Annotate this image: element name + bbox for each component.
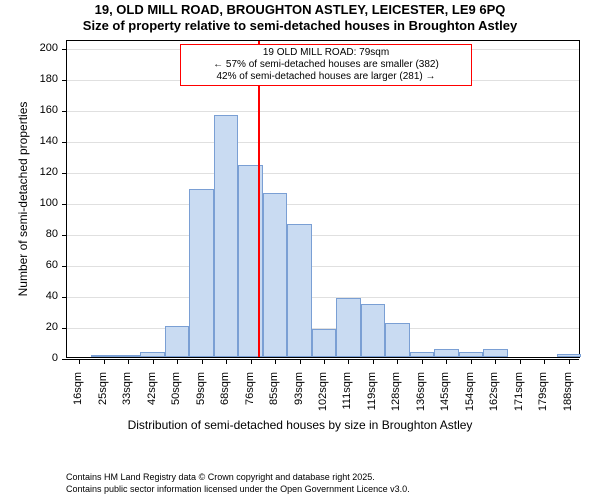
histogram-bar (336, 298, 360, 357)
callout-line: 42% of semi-detached houses are larger (… (181, 71, 471, 83)
chart-plot-area: 19 OLD MILL ROAD: 79sqm← 57% of semi-det… (66, 40, 580, 358)
x-tick-label: 68sqm (219, 372, 231, 472)
attribution-line-1: Contains HM Land Registry data © Crown c… (66, 472, 375, 482)
x-tick-mark (422, 359, 423, 364)
x-tick-label: 93sqm (293, 372, 305, 472)
x-axis-line (67, 359, 579, 360)
x-tick-mark (495, 359, 496, 364)
histogram-bar (263, 193, 287, 357)
histogram-bar (312, 329, 336, 357)
x-tick-mark (397, 359, 398, 364)
y-tick-label: 40 (46, 290, 58, 302)
histogram-bar (410, 352, 434, 357)
x-tick-mark (104, 359, 105, 364)
x-tick-mark (79, 359, 80, 364)
x-tick-mark (202, 359, 203, 364)
histogram-bar (434, 349, 458, 357)
x-tick-mark (569, 359, 570, 364)
histogram-bar (557, 354, 581, 357)
title-line-1: 19, OLD MILL ROAD, BROUGHTON ASTLEY, LEI… (0, 2, 600, 17)
x-tick-label: 128sqm (390, 372, 402, 472)
x-tick-label: 76sqm (244, 372, 256, 472)
x-tick-mark (324, 359, 325, 364)
histogram-bar (483, 349, 507, 357)
x-tick-label: 16sqm (72, 372, 84, 472)
y-tick-label: 100 (40, 197, 58, 209)
x-tick-label: 162sqm (488, 372, 500, 472)
x-tick-label: 50sqm (170, 372, 182, 472)
x-tick-mark (275, 359, 276, 364)
histogram-bar (140, 352, 164, 357)
x-tick-mark (300, 359, 301, 364)
x-tick-mark (520, 359, 521, 364)
y-axis-title: Number of semi-detached properties (16, 40, 30, 358)
x-tick-mark (177, 359, 178, 364)
y-tick-label: 160 (40, 104, 58, 116)
y-tick-label: 140 (40, 135, 58, 147)
x-tick-mark (544, 359, 545, 364)
x-tick-label: 25sqm (97, 372, 109, 472)
x-tick-label: 179sqm (537, 372, 549, 472)
x-tick-label: 136sqm (415, 372, 427, 472)
x-tick-label: 119sqm (366, 372, 378, 472)
y-tick-label: 180 (40, 73, 58, 85)
x-tick-mark (348, 359, 349, 364)
x-tick-mark (446, 359, 447, 364)
x-tick-mark (251, 359, 252, 364)
callout-line: 19 OLD MILL ROAD: 79sqm (181, 47, 471, 59)
x-tick-mark (226, 359, 227, 364)
attribution-line-2: Contains public sector information licen… (66, 484, 410, 494)
y-tick-label: 20 (46, 321, 58, 333)
x-tick-mark (373, 359, 374, 364)
x-tick-mark (153, 359, 154, 364)
y-tick-label: 80 (46, 228, 58, 240)
histogram-bar (91, 355, 115, 357)
x-tick-label: 111sqm (341, 372, 353, 472)
x-tick-label: 33sqm (121, 372, 133, 472)
histogram-bar (116, 355, 140, 357)
x-tick-label: 154sqm (464, 372, 476, 472)
y-tick-label: 0 (52, 352, 58, 364)
y-tick-label: 200 (40, 42, 58, 54)
histogram-bar (189, 189, 213, 357)
histogram-bar (165, 326, 189, 357)
callout-box: 19 OLD MILL ROAD: 79sqm← 57% of semi-det… (180, 44, 472, 86)
reference-line (258, 41, 260, 357)
histogram-bar (459, 352, 483, 357)
histogram-bar (287, 224, 311, 357)
x-tick-mark (128, 359, 129, 364)
y-tick-label: 120 (40, 166, 58, 178)
histogram-bar (361, 304, 385, 357)
x-tick-label: 145sqm (439, 372, 451, 472)
x-tick-label: 102sqm (317, 372, 329, 472)
histogram-bar (385, 323, 409, 357)
histogram-bar (214, 115, 238, 357)
x-tick-label: 85sqm (268, 372, 280, 472)
title-line-2: Size of property relative to semi-detach… (0, 18, 600, 33)
x-tick-label: 42sqm (146, 372, 158, 472)
bars-layer (67, 41, 579, 357)
x-tick-label: 188sqm (562, 372, 574, 472)
x-tick-label: 171sqm (513, 372, 525, 472)
y-tick-label: 60 (46, 259, 58, 271)
x-tick-mark (471, 359, 472, 364)
callout-line: ← 57% of semi-detached houses are smalle… (181, 59, 471, 71)
x-tick-label: 59sqm (195, 372, 207, 472)
